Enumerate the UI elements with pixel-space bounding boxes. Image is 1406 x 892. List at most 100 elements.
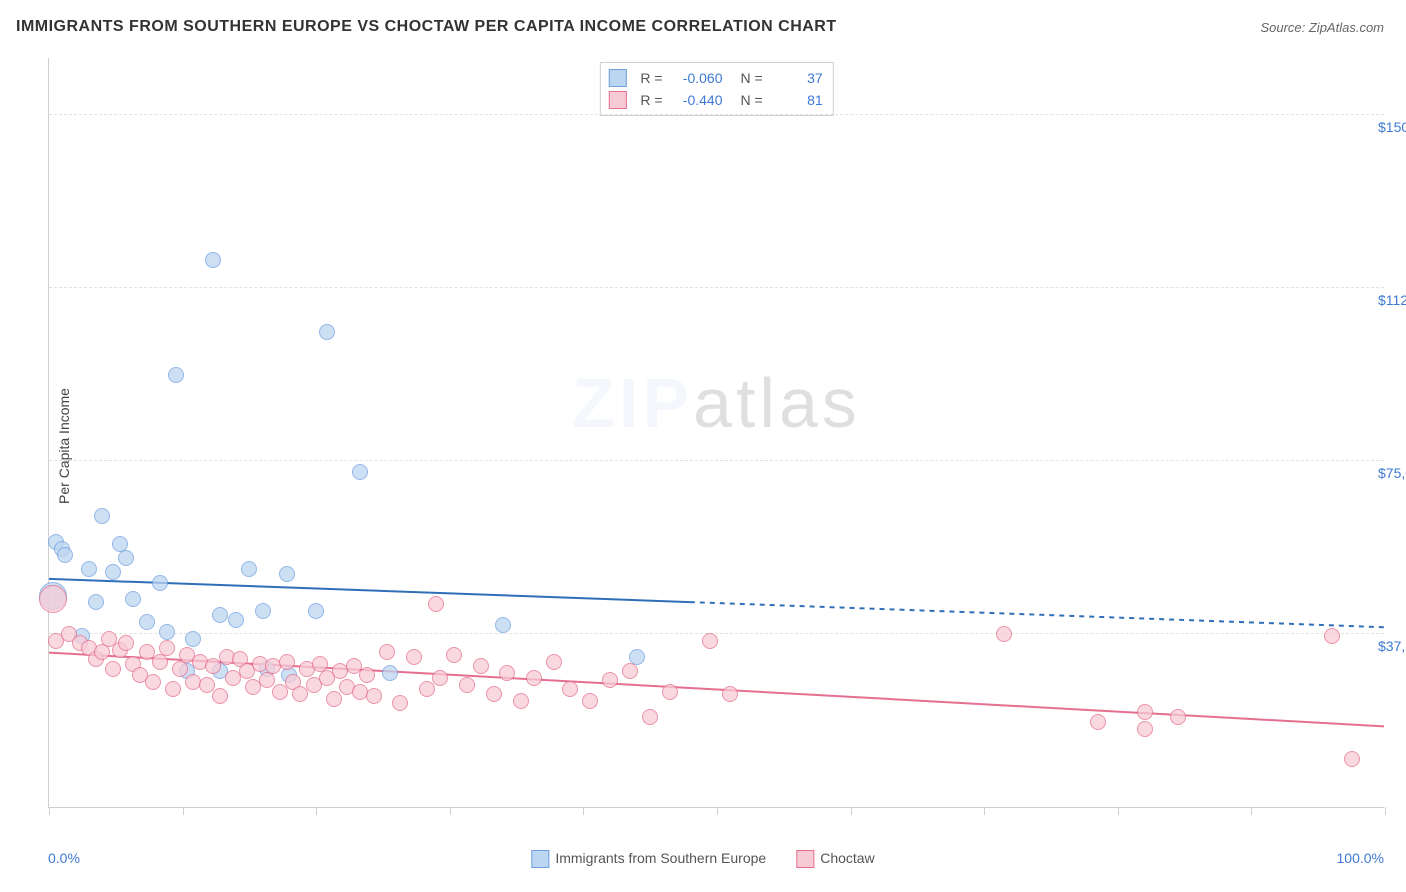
- bottom-legend-swatch-choctaw: [796, 850, 814, 868]
- data-point-immigrants: [152, 575, 168, 591]
- data-point-immigrants: [352, 464, 368, 480]
- data-point-choctaw: [996, 626, 1012, 642]
- stats-r-value-immigrants: -0.060: [671, 70, 723, 86]
- y-tick-label: $112,500: [1378, 292, 1406, 308]
- gridline: [49, 287, 1384, 288]
- data-point-immigrants: [125, 591, 141, 607]
- data-point-immigrants: [382, 665, 398, 681]
- data-point-choctaw: [1090, 714, 1106, 730]
- data-point-choctaw: [105, 661, 121, 677]
- data-point-choctaw: [1344, 751, 1360, 767]
- x-tick: [49, 807, 50, 815]
- data-point-immigrants: [94, 508, 110, 524]
- data-point-choctaw: [326, 691, 342, 707]
- data-point-choctaw: [526, 670, 542, 686]
- stats-n-value-immigrants: 37: [771, 70, 823, 86]
- data-point-choctaw: [513, 693, 529, 709]
- data-point-choctaw: [366, 688, 382, 704]
- data-point-choctaw: [39, 585, 67, 613]
- bottom-legend-label-immigrants: Immigrants from Southern Europe: [555, 850, 766, 866]
- gridline: [49, 114, 1384, 115]
- data-point-choctaw: [419, 681, 435, 697]
- data-point-choctaw: [622, 663, 638, 679]
- x-tick: [183, 807, 184, 815]
- data-point-choctaw: [1170, 709, 1186, 725]
- chart-title: IMMIGRANTS FROM SOUTHERN EUROPE VS CHOCT…: [16, 18, 837, 36]
- data-point-immigrants: [279, 566, 295, 582]
- data-point-choctaw: [359, 667, 375, 683]
- bottom-legend-item-choctaw: Choctaw: [796, 850, 874, 868]
- data-point-choctaw: [145, 674, 161, 690]
- data-point-choctaw: [722, 686, 738, 702]
- stats-n-value-choctaw: 81: [771, 92, 823, 108]
- data-point-choctaw: [94, 644, 110, 660]
- x-tick: [583, 807, 584, 815]
- data-point-immigrants: [105, 564, 121, 580]
- data-point-choctaw: [379, 644, 395, 660]
- stats-n-label: N =: [741, 92, 763, 108]
- x-tick: [1118, 807, 1119, 815]
- bottom-legend-swatch-immigrants: [531, 850, 549, 868]
- data-point-choctaw: [199, 677, 215, 693]
- data-point-choctaw: [702, 633, 718, 649]
- data-point-immigrants: [205, 252, 221, 268]
- bottom-legend: Immigrants from Southern Europe Choctaw: [531, 850, 874, 868]
- stats-r-label: R =: [640, 70, 662, 86]
- stats-row-immigrants: R = -0.060 N = 37: [608, 67, 822, 89]
- x-axis-max-label: 100.0%: [1337, 850, 1384, 866]
- data-point-choctaw: [172, 661, 188, 677]
- data-point-immigrants: [319, 324, 335, 340]
- y-tick-label: $37,500: [1378, 638, 1406, 654]
- x-tick: [1251, 807, 1252, 815]
- data-point-choctaw: [499, 665, 515, 681]
- x-tick: [851, 807, 852, 815]
- data-point-choctaw: [1324, 628, 1340, 644]
- bottom-legend-label-choctaw: Choctaw: [820, 850, 874, 866]
- watermark-atlas: atlas: [693, 364, 861, 442]
- stats-r-value-choctaw: -0.440: [671, 92, 723, 108]
- plot-area: ZIPatlas R =-0.060N =37R =-0.440N =81 $3…: [48, 58, 1384, 808]
- x-tick: [717, 807, 718, 815]
- trend-line-immigrants: [49, 579, 690, 602]
- data-point-immigrants: [255, 603, 271, 619]
- data-point-immigrants: [212, 607, 228, 623]
- data-point-immigrants: [495, 617, 511, 633]
- data-point-immigrants: [57, 547, 73, 563]
- x-tick: [1385, 807, 1386, 815]
- data-point-choctaw: [486, 686, 502, 702]
- stats-r-label: R =: [640, 92, 662, 108]
- data-point-choctaw: [159, 640, 175, 656]
- source-citation: Source: ZipAtlas.com: [1260, 20, 1384, 35]
- data-point-immigrants: [139, 614, 155, 630]
- stats-row-choctaw: R = -0.440 N = 81: [608, 89, 822, 111]
- data-point-immigrants: [185, 631, 201, 647]
- x-tick: [316, 807, 317, 815]
- gridline: [49, 633, 1384, 634]
- data-point-immigrants: [228, 612, 244, 628]
- data-point-choctaw: [152, 654, 168, 670]
- data-point-choctaw: [562, 681, 578, 697]
- data-point-immigrants: [88, 594, 104, 610]
- data-point-choctaw: [212, 688, 228, 704]
- bottom-legend-item-immigrants: Immigrants from Southern Europe: [531, 850, 766, 868]
- data-point-choctaw: [428, 596, 444, 612]
- data-point-immigrants: [81, 561, 97, 577]
- trend-line-dashed-immigrants: [690, 602, 1384, 627]
- data-point-choctaw: [1137, 721, 1153, 737]
- data-point-choctaw: [259, 672, 275, 688]
- data-point-choctaw: [642, 709, 658, 725]
- watermark: ZIPatlas: [572, 363, 861, 443]
- data-point-choctaw: [432, 670, 448, 686]
- data-point-choctaw: [165, 681, 181, 697]
- data-point-choctaw: [279, 654, 295, 670]
- data-point-immigrants: [118, 550, 134, 566]
- data-point-immigrants: [168, 367, 184, 383]
- y-tick-label: $75,000: [1378, 465, 1406, 481]
- data-point-choctaw: [118, 635, 134, 651]
- stats-n-label: N =: [741, 70, 763, 86]
- data-point-choctaw: [602, 672, 618, 688]
- data-point-choctaw: [1137, 704, 1153, 720]
- legend-swatch-immigrants: [608, 69, 626, 87]
- trend-lines-svg: [49, 58, 1384, 807]
- data-point-choctaw: [459, 677, 475, 693]
